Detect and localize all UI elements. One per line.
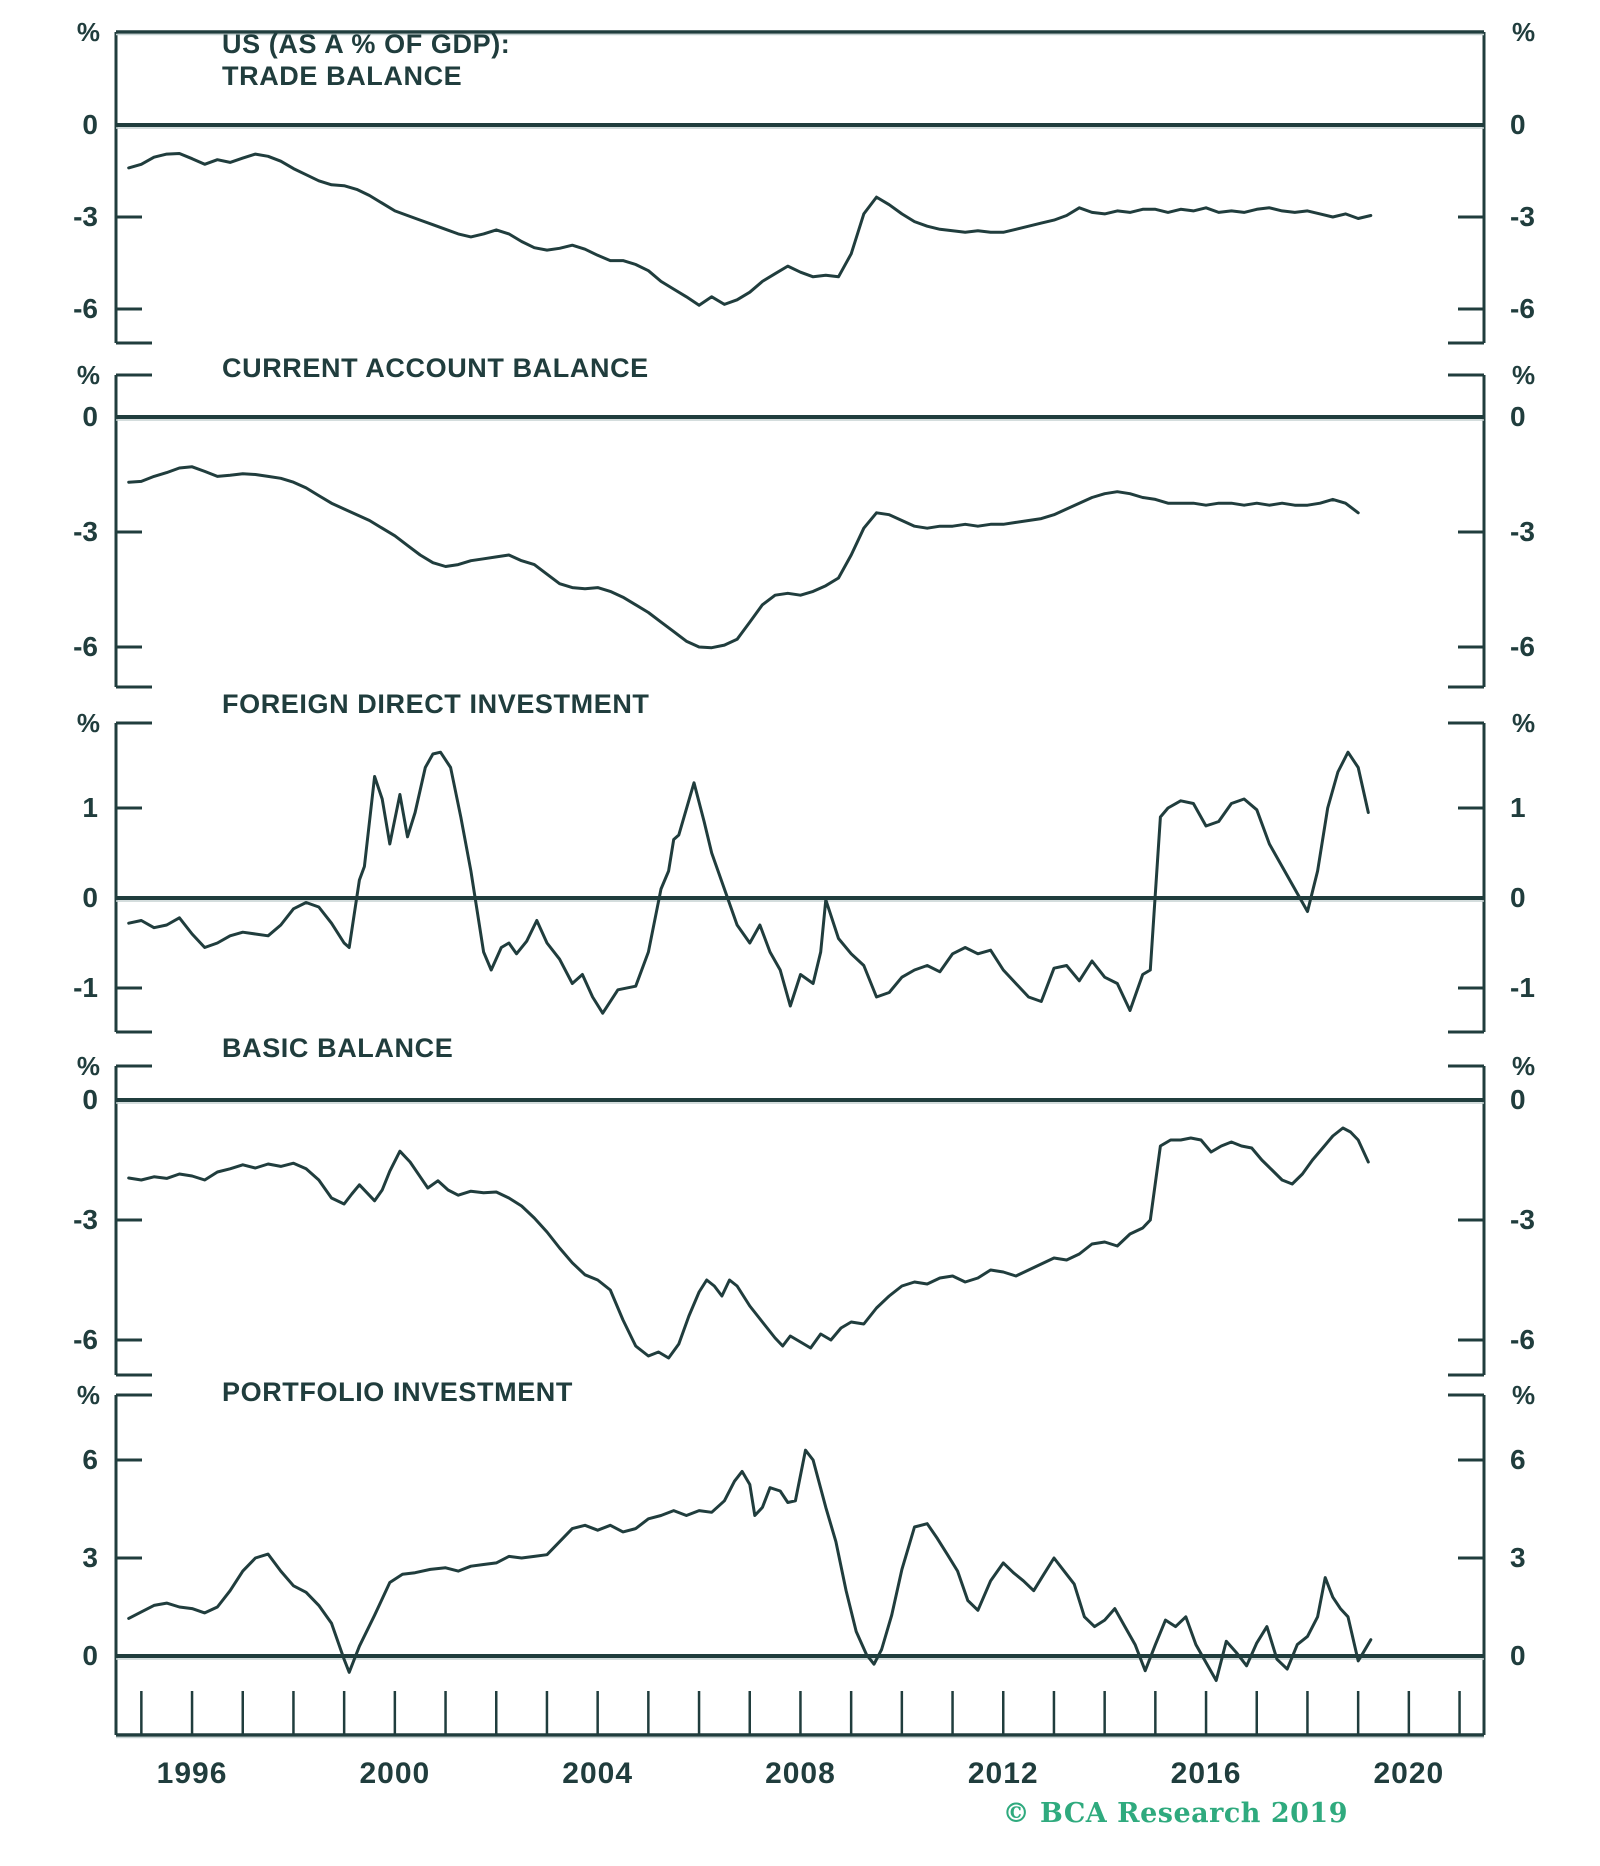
y-axis-unit-left: %	[76, 17, 100, 47]
y-tick-label-right: -6	[1510, 1324, 1535, 1355]
y-tick-label-right: -6	[1510, 630, 1535, 662]
y-tick-label-left: 0	[82, 1084, 98, 1115]
y-tick-label-left: 0	[82, 882, 98, 913]
y-tick-label-left: 0	[82, 109, 98, 140]
series-line-2	[127, 750, 1370, 1015]
y-tick-label-right: -6	[1510, 293, 1535, 325]
y-axis-unit-right: %	[1512, 17, 1536, 47]
panel-title-2: FOREIGN DIRECT INVESTMENT	[222, 689, 650, 719]
y-tick-label-right: 0	[1510, 109, 1526, 140]
y-tick-label-left: 3	[82, 1541, 98, 1573]
series-line-1	[127, 465, 1360, 650]
y-tick-label-left: -3	[73, 201, 98, 232]
y-tick-label-right: 1	[1510, 792, 1526, 823]
series-line-4	[127, 1448, 1373, 1682]
x-axis-year-label: 1996	[156, 1757, 228, 1790]
y-axis-unit-left: %	[76, 708, 100, 738]
y-tick-label-left: 0	[82, 1640, 98, 1671]
y-tick-label-left: 6	[82, 1443, 98, 1475]
panel-title-0: US (AS A % OF GDP):	[222, 29, 511, 59]
y-axis-unit-left: %	[76, 1380, 100, 1410]
y-tick-label-right: 0	[1510, 401, 1526, 432]
y-axis-unit-right: %	[1512, 1051, 1536, 1081]
series-line-3	[127, 1126, 1370, 1360]
y-tick-label-left: 0	[82, 401, 98, 432]
y-tick-label-right: -3	[1510, 201, 1535, 232]
x-axis-year-label: 2000	[359, 1757, 431, 1790]
x-axis-year-label: 2016	[1170, 1757, 1242, 1790]
y-tick-label-left: -3	[73, 515, 98, 547]
series-line-0	[127, 152, 1373, 307]
x-axis-year-label: 2020	[1373, 1757, 1445, 1790]
y-tick-label-right: 0	[1510, 1640, 1526, 1671]
panel-title-4: PORTFOLIO INVESTMENT	[222, 1377, 574, 1407]
y-tick-label-left: -3	[73, 1204, 98, 1235]
x-axis-year-label: 2004	[562, 1757, 634, 1790]
y-tick-label-left: -6	[73, 630, 98, 662]
y-axis-unit-right: %	[1512, 708, 1536, 738]
y-tick-label-right: 0	[1510, 882, 1526, 913]
y-axis-unit-left: %	[76, 360, 100, 390]
y-tick-label-right: 6	[1510, 1443, 1526, 1475]
x-axis-year-label: 2008	[765, 1757, 836, 1790]
y-tick-label-left: -6	[73, 1324, 98, 1355]
panel-title-0: TRADE BALANCE	[222, 61, 463, 91]
y-tick-label-left: -1	[73, 972, 98, 1003]
y-axis-unit-left: %	[76, 1051, 100, 1081]
y-tick-label-right: 3	[1510, 1541, 1526, 1573]
y-tick-label-right: -3	[1510, 515, 1535, 547]
y-tick-label-right: 0	[1510, 1084, 1526, 1115]
y-tick-label-left: 1	[82, 792, 98, 823]
panel-title-3: BASIC BALANCE	[222, 1033, 454, 1063]
x-axis-year-label: 2012	[967, 1757, 1039, 1790]
y-tick-label-right: -3	[1510, 1204, 1535, 1235]
y-axis-unit-right: %	[1512, 360, 1536, 390]
y-tick-label-right: -1	[1510, 972, 1535, 1003]
copyright-text: © BCA Research 2019	[1002, 1798, 1348, 1829]
y-axis-unit-right: %	[1512, 1380, 1536, 1410]
y-tick-label-left: -6	[73, 293, 98, 325]
panel-title-1: CURRENT ACCOUNT BALANCE	[222, 353, 649, 383]
